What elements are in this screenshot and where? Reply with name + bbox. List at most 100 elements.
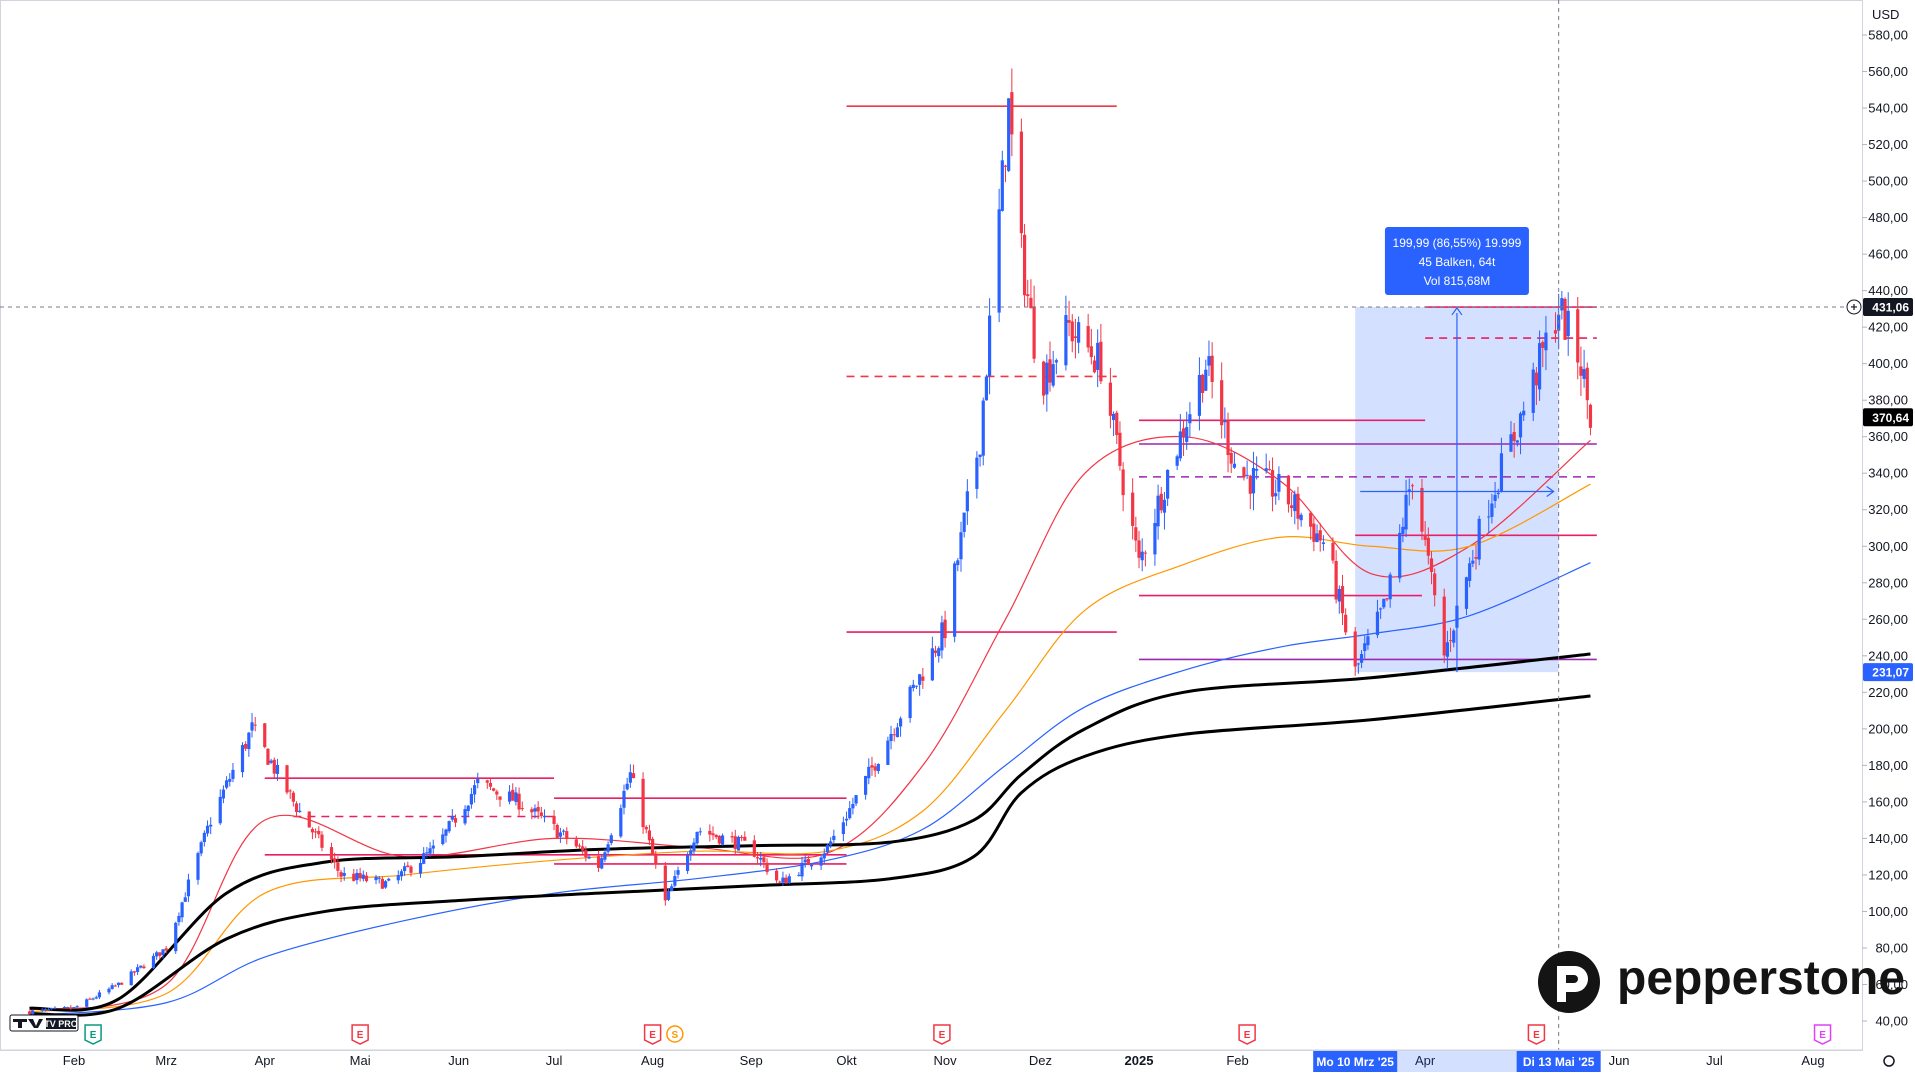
candle-body — [1188, 414, 1192, 424]
candle-body — [266, 748, 270, 765]
candle — [1245, 460, 1249, 480]
event-marker-4[interactable]: E — [933, 1024, 951, 1045]
candle-body — [1181, 428, 1186, 438]
candle-body — [1359, 654, 1364, 663]
event-marker-6[interactable]: E — [1527, 1024, 1546, 1045]
candle-body — [1334, 561, 1338, 600]
candle-body — [205, 825, 210, 834]
candle-body — [1118, 432, 1122, 466]
candle — [1566, 292, 1570, 356]
x-tick-label: Jun — [448, 1053, 469, 1068]
candle-body — [250, 722, 254, 731]
candle — [908, 684, 912, 723]
candle — [1541, 340, 1545, 368]
candle — [231, 763, 235, 783]
range-start-date-label: Mo 10 Mrz '25 — [1316, 1055, 1394, 1069]
candle — [536, 801, 540, 820]
candle-body — [1022, 234, 1027, 296]
candle — [1423, 521, 1427, 546]
y-tick-label: 440,00 — [1868, 283, 1908, 298]
candle — [631, 764, 636, 779]
settings-icon[interactable] — [1883, 1055, 1895, 1067]
candle — [975, 451, 979, 499]
candle — [895, 723, 900, 738]
candle-body — [1137, 540, 1141, 558]
candle-body — [1019, 131, 1023, 234]
candle — [129, 969, 133, 986]
event-marker-0[interactable]: E — [84, 1024, 102, 1045]
candle-body — [644, 826, 648, 830]
candle-body — [1045, 362, 1049, 395]
candle — [784, 874, 788, 884]
candle-body — [1042, 361, 1046, 396]
candle-body — [1251, 468, 1256, 494]
x-tick-label: Jul — [1706, 1053, 1723, 1068]
y-tick-label: 500,00 — [1868, 174, 1908, 189]
candle-body — [654, 854, 658, 865]
candle-body — [1029, 297, 1033, 309]
candle — [1118, 421, 1122, 471]
candle — [1181, 420, 1186, 457]
candle-body — [485, 780, 489, 783]
low-price-label-bg — [1863, 663, 1913, 682]
candle-body — [113, 985, 117, 987]
candle — [132, 970, 137, 976]
candle-body — [1299, 514, 1303, 521]
candle-body — [1404, 494, 1408, 530]
y-tick-label: 560,00 — [1868, 64, 1908, 79]
candle-body — [107, 988, 111, 993]
candle — [1255, 456, 1259, 480]
candle — [876, 763, 880, 774]
candle — [542, 809, 547, 823]
candle-body — [781, 877, 785, 883]
candle — [1131, 478, 1135, 540]
candle-body — [631, 773, 636, 779]
candle-body — [453, 818, 458, 823]
candle — [670, 883, 674, 892]
y-tick-label: 40,00 — [1875, 1014, 1908, 1029]
candle-body — [809, 864, 814, 867]
candle — [1070, 314, 1074, 353]
candle — [740, 835, 744, 842]
moving-average-0[interactable] — [29, 435, 1591, 1011]
candle — [209, 817, 213, 835]
candle — [240, 742, 245, 778]
candle-body — [269, 760, 273, 763]
candle — [298, 802, 302, 813]
y-tick-label: 580,00 — [1868, 28, 1908, 43]
event-marker-1[interactable]: E — [351, 1024, 369, 1045]
moving-average-1[interactable] — [29, 483, 1591, 1013]
candle-body — [685, 855, 690, 871]
candle-body — [1344, 614, 1348, 633]
event-marker-7[interactable]: E — [1813, 1024, 1832, 1045]
event-marker-3[interactable]: S — [666, 1025, 684, 1043]
candle-body — [774, 870, 779, 881]
candle — [1429, 551, 1434, 585]
candle-body — [247, 732, 251, 750]
candle — [1477, 515, 1481, 566]
moving-average-3[interactable] — [29, 652, 1591, 1012]
candle — [269, 758, 273, 765]
candle — [1353, 626, 1357, 676]
candle — [873, 762, 877, 778]
candle — [1366, 628, 1370, 650]
currency-label[interactable]: USD — [1872, 7, 1899, 22]
candle-body — [898, 718, 903, 727]
y-tick-label: 300,00 — [1868, 539, 1908, 554]
event-marker-2[interactable]: E — [643, 1024, 662, 1045]
candle — [864, 775, 868, 800]
candle-body — [142, 966, 146, 969]
moving-average-4[interactable] — [29, 694, 1591, 1017]
candle-body — [380, 878, 384, 889]
event-marker-5[interactable]: E — [1238, 1024, 1256, 1045]
candle-body — [1007, 98, 1011, 171]
candle — [819, 855, 823, 871]
candle-body — [1115, 412, 1119, 435]
candle — [1445, 630, 1449, 669]
candle — [867, 758, 871, 785]
candle — [355, 869, 359, 885]
candle — [75, 1005, 79, 1008]
low-price-label: 231,07 — [1872, 666, 1909, 680]
candle-body — [736, 836, 741, 851]
